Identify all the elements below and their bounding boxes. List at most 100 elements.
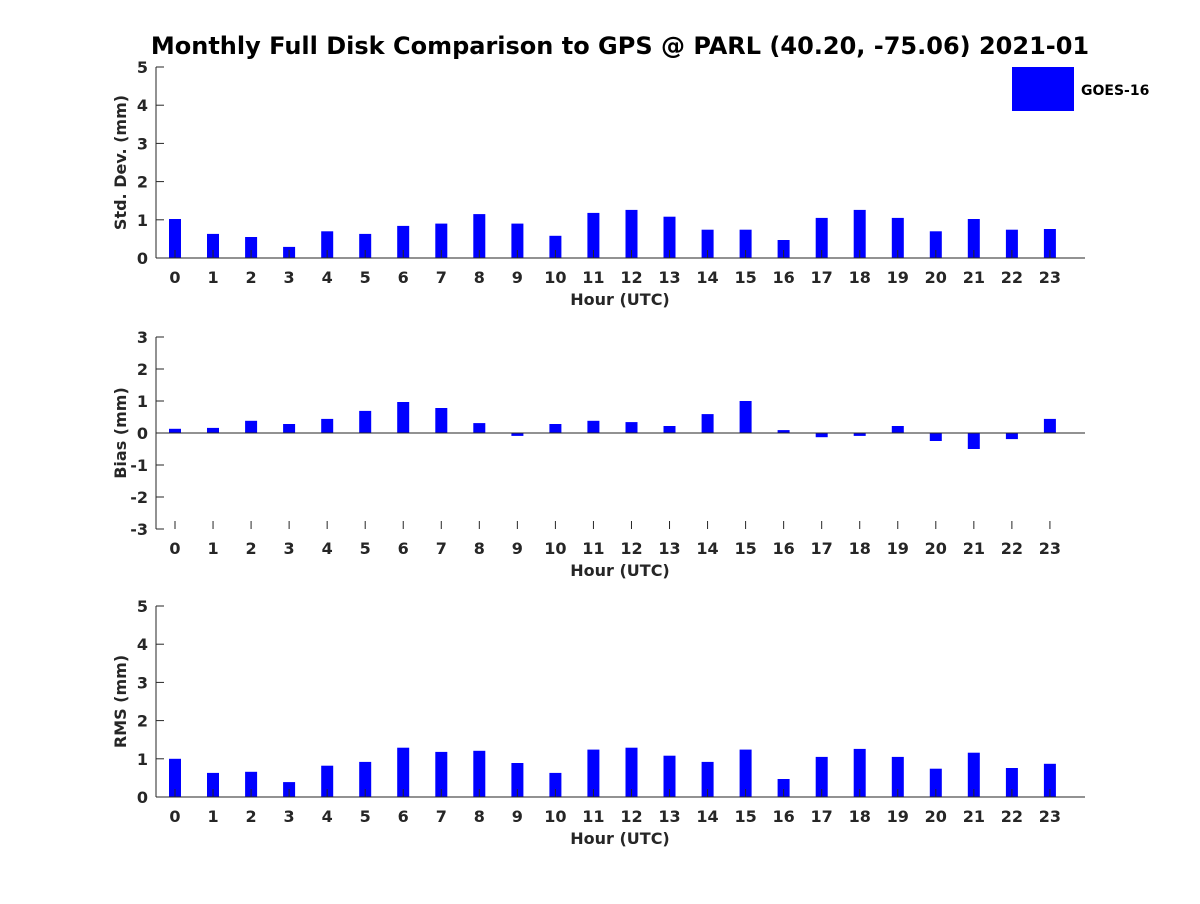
x-tick-label-std-dev: 17 [811,268,833,287]
y-tick-label-std-dev: 1 [137,211,148,230]
chart-title: Monthly Full Disk Comparison to GPS @ PA… [151,32,1089,60]
x-axis-label-bias: Hour (UTC) [570,561,670,580]
bar-std-dev-9 [511,223,524,258]
y-tick-label-rms: 3 [137,673,148,692]
x-tick-label-bias: 21 [963,539,985,558]
x-tick-label-bias: 2 [246,539,257,558]
bar-std-dev-22 [1005,229,1018,258]
x-tick-label-rms: 20 [925,807,947,826]
bar-rms-8 [473,750,486,797]
bar-std-dev-10 [549,235,562,258]
bar-rms-10 [549,772,562,797]
x-tick-label-std-dev: 19 [887,268,909,287]
x-tick-label-rms: 5 [360,807,371,826]
y-tick-label-std-dev: 4 [137,96,148,115]
bar-rms-20 [929,768,942,797]
bar-rms-13 [663,755,676,797]
y-tick-label-rms: 4 [137,635,148,654]
bar-std-dev-16 [777,240,790,258]
y-tick-label-rms: 5 [137,597,148,616]
bar-rms-22 [1005,768,1018,797]
bar-bias-11 [587,420,600,433]
bar-rms-19 [891,756,904,797]
x-tick-label-rms: 1 [207,807,218,826]
bar-bias-2 [245,420,258,433]
x-tick-label-bias: 14 [696,539,718,558]
x-tick-label-std-dev: 22 [1001,268,1023,287]
y-tick-label-std-dev: 2 [137,173,148,192]
bar-rms-7 [435,751,448,797]
bar-rms-11 [587,749,600,797]
x-tick-label-std-dev: 15 [734,268,756,287]
bar-std-dev-2 [245,237,258,258]
bar-std-dev-18 [853,209,866,258]
bar-bias-18 [853,433,866,436]
x-tick-label-rms: 9 [512,807,523,826]
x-tick-label-bias: 19 [887,539,909,558]
x-tick-label-rms: 22 [1001,807,1023,826]
bar-bias-13 [663,426,676,433]
bar-std-dev-19 [891,217,904,258]
x-tick-label-rms: 15 [734,807,756,826]
x-tick-label-rms: 10 [544,807,566,826]
y-tick-label-bias: 2 [137,360,148,379]
bar-rms-17 [815,756,828,797]
bar-rms-4 [321,765,334,797]
x-tick-label-rms: 7 [436,807,447,826]
x-tick-label-bias: 10 [544,539,566,558]
bar-std-dev-20 [929,231,942,258]
bar-rms-14 [701,761,714,797]
y-tick-label-bias: -2 [130,488,148,507]
bar-bias-12 [625,422,638,433]
x-tick-label-bias: 23 [1039,539,1061,558]
x-tick-label-bias: 7 [436,539,447,558]
bar-std-dev-6 [397,225,410,258]
x-tick-label-bias: 3 [284,539,295,558]
x-tick-label-bias: 0 [169,539,180,558]
bar-std-dev-4 [321,231,334,258]
bar-rms-1 [207,772,219,797]
bar-std-dev-5 [359,233,372,258]
x-axis-label-rms: Hour (UTC) [570,829,670,848]
x-tick-label-std-dev: 21 [963,268,985,287]
bar-bias-9 [511,433,524,436]
x-tick-label-bias: 16 [773,539,795,558]
y-axis-label-bias: Bias (mm) [111,387,130,479]
y-tick-label-bias: 0 [137,424,148,443]
x-tick-label-bias: 5 [360,539,371,558]
bar-std-dev-21 [967,219,980,258]
x-tick-label-std-dev: 14 [696,268,718,287]
x-tick-label-rms: 2 [246,807,257,826]
legend-label: GOES-16 [1081,83,1149,99]
bar-rms-18 [853,748,866,797]
x-tick-label-rms: 17 [811,807,833,826]
bar-rms-2 [245,771,258,797]
bar-rms-23 [1043,763,1056,797]
bar-std-dev-11 [587,212,600,258]
bar-std-dev-23 [1043,229,1056,258]
x-tick-label-bias: 18 [849,539,871,558]
x-tick-label-rms: 18 [849,807,871,826]
x-tick-label-std-dev: 10 [544,268,566,287]
bar-bias-16 [777,430,790,433]
x-tick-label-bias: 22 [1001,539,1023,558]
x-tick-label-std-dev: 3 [284,268,295,287]
x-tick-label-rms: 11 [582,807,604,826]
x-tick-label-std-dev: 11 [582,268,604,287]
y-tick-label-rms: 1 [137,750,148,769]
legend-swatch [1012,67,1074,111]
bar-bias-20 [929,433,942,441]
x-tick-label-rms: 13 [658,807,680,826]
bar-std-dev-1 [207,233,219,258]
y-tick-label-rms: 0 [137,788,148,807]
x-tick-label-rms: 14 [696,807,718,826]
x-tick-label-rms: 23 [1039,807,1061,826]
legend: GOES-16 [1012,67,1149,111]
x-tick-label-bias: 13 [658,539,680,558]
y-tick-label-bias: 3 [137,328,148,347]
bar-bias-21 [967,433,980,449]
x-tick-label-std-dev: 18 [849,268,871,287]
